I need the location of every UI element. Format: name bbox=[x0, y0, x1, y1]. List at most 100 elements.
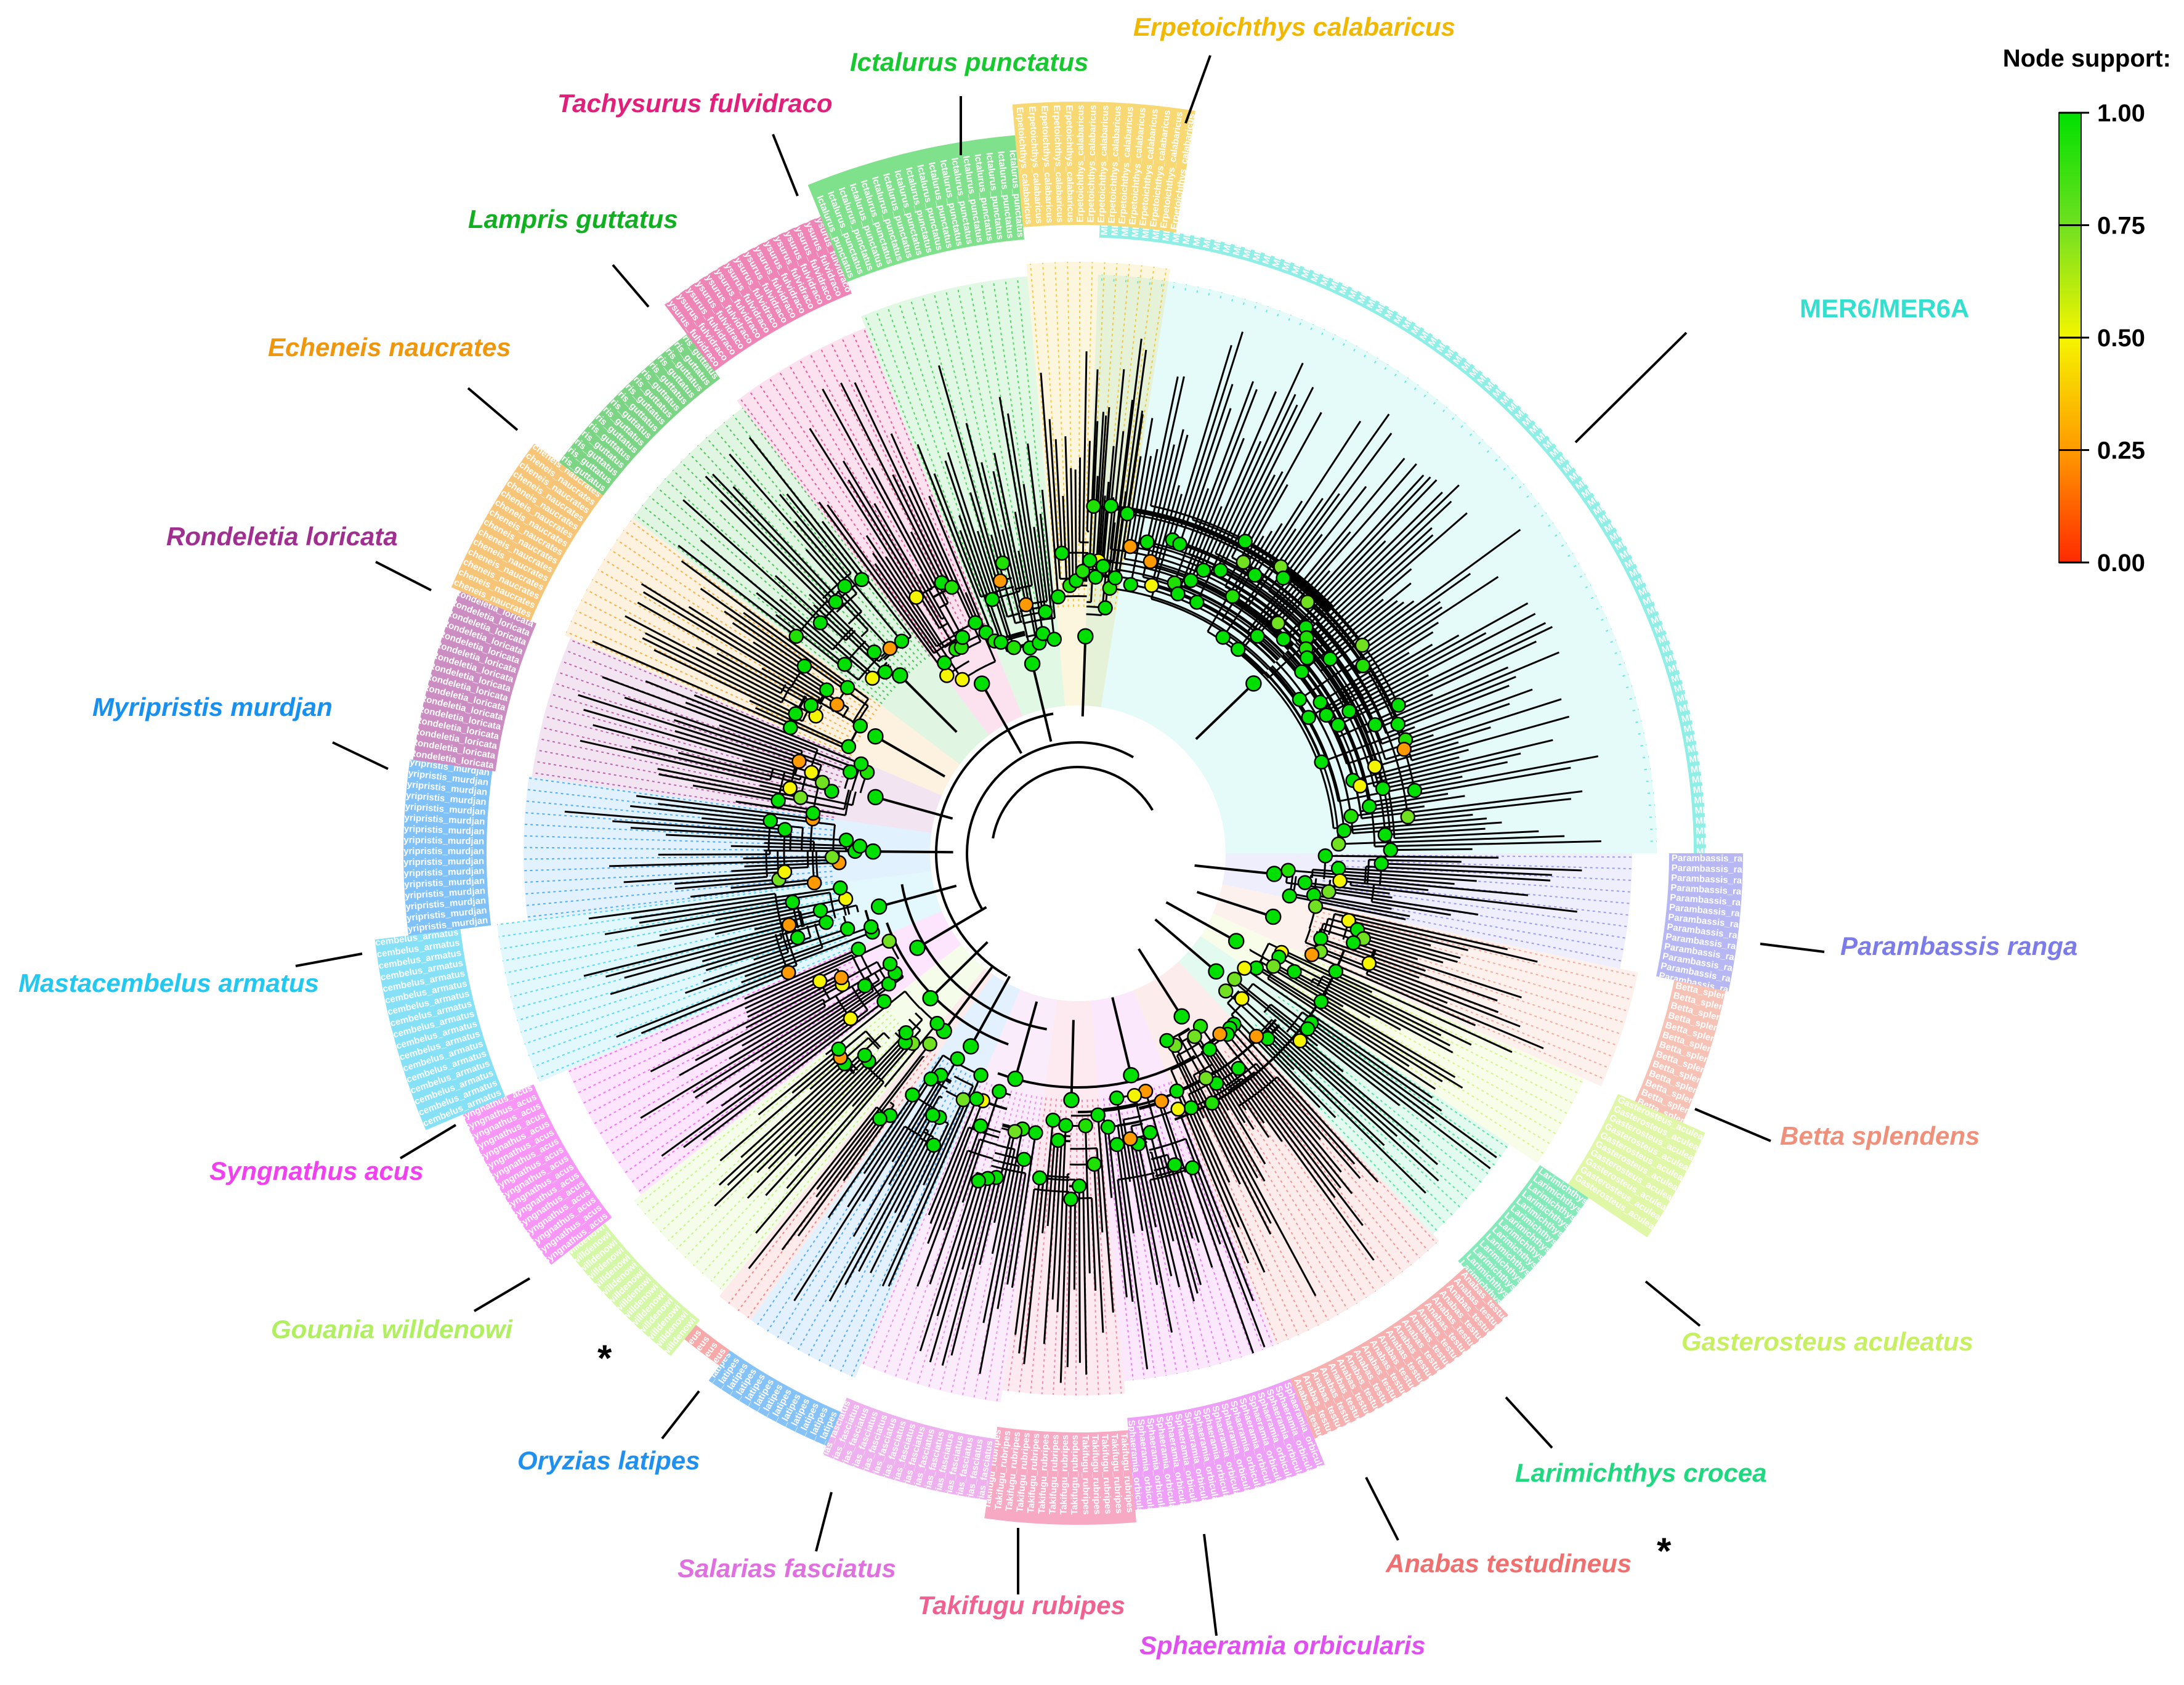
clade-shading bbox=[496, 262, 1657, 1403]
branch bbox=[1244, 967, 1433, 1099]
tip-guide-oryzias bbox=[851, 1079, 981, 1377]
branch bbox=[997, 1144, 1015, 1151]
support-node bbox=[1313, 931, 1329, 946]
support-node bbox=[1250, 628, 1265, 644]
tip-guide-erpetoichthys bbox=[1109, 266, 1155, 609]
support-node bbox=[1024, 655, 1041, 672]
tip-guide-echeneis bbox=[629, 520, 881, 707]
tip-guide-syngnathus bbox=[631, 999, 880, 1183]
branch bbox=[937, 365, 1001, 582]
branch bbox=[1338, 867, 1551, 882]
support-node bbox=[831, 1041, 846, 1057]
branch bbox=[1311, 874, 1529, 896]
callout-line-gasterosteus bbox=[1644, 1280, 1701, 1327]
branch bbox=[1102, 1102, 1138, 1110]
branch bbox=[682, 499, 821, 623]
tip-guide-mer6 bbox=[1622, 673, 1629, 677]
support-node bbox=[1292, 1033, 1308, 1049]
branch bbox=[1137, 1143, 1157, 1228]
support-node bbox=[1082, 553, 1098, 568]
branch bbox=[1275, 661, 1354, 834]
support-node bbox=[1109, 1137, 1125, 1153]
support-node bbox=[1314, 754, 1329, 770]
support-node bbox=[1109, 1090, 1125, 1106]
tip-guide-tachysurus bbox=[841, 338, 976, 630]
callout-line-rondeletia bbox=[375, 561, 432, 591]
branch bbox=[1208, 1049, 1270, 1139]
branch bbox=[610, 936, 798, 996]
support-node bbox=[1396, 741, 1412, 757]
branch bbox=[1070, 468, 1074, 577]
tip-band-rondeletia bbox=[413, 591, 536, 772]
branch bbox=[1202, 441, 1262, 571]
support-node bbox=[1237, 960, 1252, 976]
support-node bbox=[1317, 848, 1333, 864]
support-node bbox=[1038, 604, 1053, 620]
branch bbox=[712, 473, 836, 603]
tip-label-mer6: MER6A bbox=[1693, 782, 1726, 795]
star-marker-anabas_small: * bbox=[597, 1338, 612, 1379]
branch bbox=[942, 1126, 982, 1231]
support-node bbox=[1292, 692, 1308, 707]
branch bbox=[1022, 617, 1055, 625]
tip-guide-betta bbox=[1312, 925, 1625, 1023]
tip-guide-larimichthys bbox=[1255, 1024, 1453, 1216]
tip-guide-ictalurus bbox=[864, 314, 988, 625]
branch bbox=[865, 1030, 881, 1048]
support-node bbox=[1198, 1070, 1214, 1086]
support-node bbox=[852, 718, 868, 734]
branch bbox=[1361, 790, 1583, 819]
tip-guide-takifugu bbox=[1091, 1099, 1111, 1395]
support-node bbox=[1391, 697, 1406, 713]
support-node bbox=[1007, 1124, 1023, 1139]
tip-guide-tachysurus bbox=[852, 333, 981, 628]
support-node bbox=[1270, 615, 1286, 631]
support-node bbox=[1390, 717, 1406, 732]
tip-guide-mer6 bbox=[1373, 357, 1378, 364]
branch bbox=[1229, 1028, 1361, 1179]
tip-band-ictalurus bbox=[807, 135, 1024, 282]
branch bbox=[1374, 741, 1459, 768]
support-node bbox=[804, 765, 819, 781]
branch bbox=[780, 684, 787, 694]
branch bbox=[1373, 752, 1521, 788]
tip-guide-betta bbox=[1314, 920, 1629, 1012]
support-node bbox=[1045, 1113, 1061, 1128]
support-node bbox=[1266, 866, 1283, 882]
tip-guide-tachysurus bbox=[769, 377, 944, 648]
tip-guide-mer6 bbox=[1277, 310, 1280, 317]
tip-band-betta bbox=[1635, 980, 1726, 1123]
support-node bbox=[1063, 1092, 1080, 1108]
tip-label-mer6: MER6A bbox=[1690, 760, 1723, 775]
branch bbox=[1313, 978, 1454, 1054]
branch bbox=[1304, 882, 1390, 895]
branch bbox=[1094, 415, 1107, 577]
branch bbox=[1249, 1077, 1364, 1226]
support-node bbox=[819, 682, 835, 698]
callout-line-tachysurus bbox=[772, 134, 799, 197]
tip-guide-mer6 bbox=[1265, 306, 1269, 313]
tip-guide-echeneis bbox=[575, 610, 857, 747]
branch bbox=[1098, 559, 1290, 651]
clade-label-ictalurus: Ictalurus punctatus bbox=[850, 47, 1088, 76]
support-node bbox=[892, 667, 908, 684]
tip-guide-salarias bbox=[973, 1095, 1033, 1399]
support-node bbox=[950, 1051, 965, 1066]
branch bbox=[730, 845, 847, 850]
support-node bbox=[851, 941, 866, 957]
legend-tick-label: 1.00 bbox=[2097, 100, 2145, 127]
support-node bbox=[1224, 588, 1240, 604]
support-node bbox=[1170, 586, 1186, 602]
branch bbox=[1194, 391, 1277, 581]
branch bbox=[1305, 492, 1443, 628]
support-node bbox=[992, 573, 1008, 589]
support-node bbox=[905, 1087, 920, 1103]
tip-band-gouania bbox=[568, 1223, 700, 1357]
tip-guide-lampris bbox=[697, 445, 910, 674]
branch bbox=[847, 611, 862, 625]
branch bbox=[1178, 1028, 1191, 1037]
support-node bbox=[1122, 1131, 1138, 1147]
branch bbox=[1151, 485, 1181, 586]
branch bbox=[828, 892, 836, 919]
branch bbox=[1107, 1127, 1128, 1297]
